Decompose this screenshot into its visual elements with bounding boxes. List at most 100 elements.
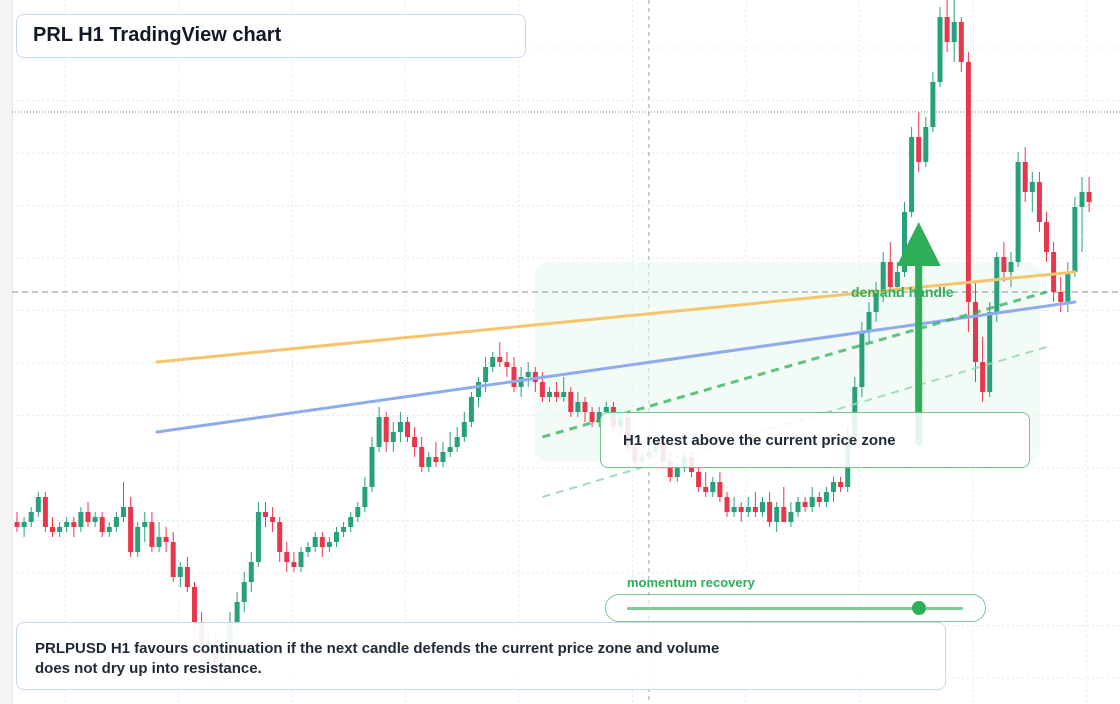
candle-bull xyxy=(490,357,496,367)
candle-bear xyxy=(916,137,922,162)
candle-bear xyxy=(696,472,702,487)
candle-bull xyxy=(774,507,780,522)
candle-bear xyxy=(405,422,410,437)
candle-bear xyxy=(263,512,268,517)
candle-bear xyxy=(412,437,418,447)
candle-bull xyxy=(831,482,836,492)
candle-bull xyxy=(795,502,801,512)
candle-bull xyxy=(369,447,375,487)
candle-bull xyxy=(894,272,900,287)
candle-bear xyxy=(511,367,517,387)
candle-bear xyxy=(539,382,545,397)
candle-bear xyxy=(781,507,787,522)
candle-bull xyxy=(341,527,347,532)
demand-handle-label: demand handle xyxy=(851,284,954,300)
candle-bull xyxy=(731,507,737,512)
candle-bull xyxy=(674,467,680,477)
candle-bull xyxy=(930,82,936,127)
candle-bull xyxy=(788,512,794,522)
candle-bear xyxy=(838,482,844,487)
candle-bear xyxy=(1058,292,1064,302)
candle-bull xyxy=(106,527,112,532)
candle-bull xyxy=(305,547,311,552)
candle-bear xyxy=(383,417,389,442)
candle-bull xyxy=(476,382,481,397)
candle-bull xyxy=(1079,192,1085,207)
demand-arrow-head xyxy=(896,222,941,266)
momentum-slider[interactable] xyxy=(605,594,986,622)
candle-bear xyxy=(958,22,964,62)
candle-bear xyxy=(717,482,723,497)
candle-bull xyxy=(334,532,339,542)
candle-bear xyxy=(1001,257,1007,272)
candle-bear xyxy=(99,517,105,532)
candle-bull xyxy=(710,482,716,492)
momentum-track-line xyxy=(627,607,963,610)
candle-bull xyxy=(859,332,865,387)
candle-bull xyxy=(135,527,141,552)
candle-bull xyxy=(1015,162,1021,262)
candle-bull xyxy=(21,522,27,527)
candle-bull xyxy=(866,312,872,332)
candle-bull xyxy=(525,372,531,377)
candle-bear xyxy=(767,502,773,522)
candle-bear xyxy=(752,507,758,512)
candle-bear xyxy=(14,522,20,527)
candle-bear xyxy=(582,402,588,412)
candle-bear xyxy=(703,487,709,492)
candle-bull xyxy=(575,402,581,412)
candle-bull xyxy=(241,582,247,602)
candle-bear xyxy=(568,392,574,412)
candle-bull xyxy=(248,562,254,582)
candle-bear xyxy=(163,537,169,542)
candle-bear xyxy=(319,537,325,547)
candle-bear xyxy=(85,512,91,522)
candle-bull xyxy=(255,512,261,562)
candle-bull xyxy=(902,212,907,272)
candle-bear xyxy=(291,562,297,567)
left-toolbar-rail xyxy=(0,0,13,704)
candle-bull xyxy=(1072,207,1078,272)
candle-bull xyxy=(547,392,552,397)
candle-bear xyxy=(1044,222,1049,252)
candle-bear xyxy=(433,457,439,462)
momentum-label: momentum recovery xyxy=(627,575,755,590)
candle-bull xyxy=(923,127,929,162)
candle-bull xyxy=(234,602,240,622)
momentum-knob[interactable] xyxy=(912,601,927,615)
title-card: PRL H1 TradingView chart xyxy=(16,14,526,58)
candle-bull xyxy=(909,137,915,212)
candle-bear xyxy=(944,17,950,42)
candle-bear xyxy=(1086,192,1092,202)
candle-bull xyxy=(298,552,304,567)
candle-bear xyxy=(980,362,986,392)
candle-bear xyxy=(1036,182,1042,222)
candle-bull xyxy=(142,522,148,527)
candle-bull xyxy=(348,517,354,527)
candle-bull xyxy=(483,367,489,382)
candle-bear xyxy=(1022,162,1028,192)
candle-bear xyxy=(128,507,134,552)
candle-bull xyxy=(362,487,368,507)
candle-bull xyxy=(1029,182,1035,192)
dashed-projection-2 xyxy=(542,346,1047,498)
horizontal-lines xyxy=(12,111,1120,293)
candle-bear xyxy=(277,522,283,552)
candle-bear xyxy=(965,62,971,302)
candle-bull xyxy=(745,507,751,512)
summary-text: PRLPUSD H1 favours continuation if the n… xyxy=(35,640,720,677)
candle-bull xyxy=(426,457,432,467)
candle-bear xyxy=(589,412,595,422)
candle-bear xyxy=(284,552,290,562)
candle-bull xyxy=(873,292,879,312)
candle-bull xyxy=(561,392,567,397)
candle-bull xyxy=(823,492,829,502)
candle-bear xyxy=(42,497,48,527)
summary-card: PRLPUSD H1 favours continuation if the n… xyxy=(16,622,946,690)
candle-bull xyxy=(468,397,474,422)
candle-bear xyxy=(270,517,276,522)
candle-bull xyxy=(57,527,63,532)
candle-bull xyxy=(1008,262,1014,272)
candle-bull xyxy=(454,437,460,447)
